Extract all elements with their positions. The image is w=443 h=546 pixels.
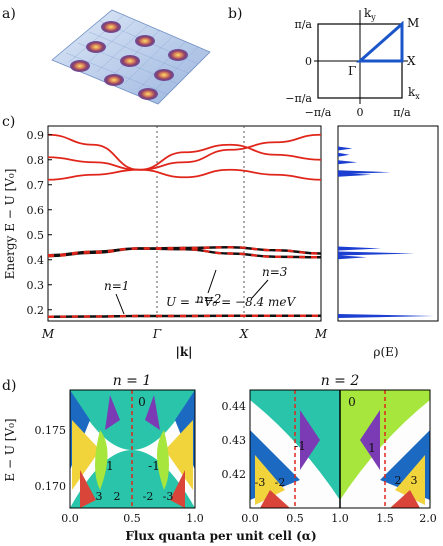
band-line-6-dash	[48, 314, 321, 318]
dos-xlabel: ρ(E)	[373, 345, 398, 359]
band-xtick-label: M	[41, 327, 55, 341]
band-line-2	[48, 133, 321, 171]
butterfly-n1-gap-label-1: 1	[106, 459, 114, 473]
butterfly-n1-xtick-2: 1.0	[186, 512, 204, 525]
band-xtick-label: M	[314, 327, 328, 341]
butterfly-n2-ytick-2: 0.42	[222, 468, 247, 481]
annotation-n2: n=2	[196, 292, 221, 306]
butterfly-n2-xtick-3: 1.5	[376, 512, 394, 525]
band-axes	[47, 125, 322, 322]
butterfly-n2-gap-label-3: 3	[411, 474, 418, 487]
bz-ytick-top: π/a	[295, 18, 313, 31]
butterfly-n1-gap-label-m3: -3	[163, 490, 174, 503]
band-structure-panel: 0.9 0.8 0.7 0.6 0.5 0.4 0.3 0.2 M Γ X M Energy E −…	[3, 125, 328, 359]
flux-xlabel: Flux quanta per unit cell (α)	[125, 529, 316, 543]
butterfly-n2-gap-label-m1: -1	[294, 439, 306, 453]
butterfly-n1-gap-label-m1: -1	[148, 459, 160, 473]
band-ytick-label: 0.5	[27, 229, 45, 242]
butterfly-n2-gap-label-m2: -2	[275, 476, 286, 489]
band-ytick-label: 0.8	[27, 154, 45, 167]
band-ylabel: Energy E − U [V₀]	[3, 169, 17, 280]
butterfly-n1-ytick-0: 0.175	[35, 424, 67, 437]
bz-point-x: X	[407, 54, 416, 68]
dos-peak	[338, 172, 372, 177]
butterfly-n2-xtick-1: 0.5	[286, 512, 304, 525]
bz-xtick-right: π/a	[393, 106, 411, 119]
butterfly-n1-gap-label-m2: -2	[143, 490, 154, 503]
butterfly-n2-xtick-2: 1.0	[331, 512, 349, 525]
butterfly-n2-ytick-0: 0.44	[222, 400, 247, 413]
butterfly-n1-title: n = 1	[113, 373, 152, 389]
band-ytick-label: 0.3	[27, 279, 45, 292]
bz-ytick-bottom: −π/a	[285, 92, 312, 105]
butterfly-n2-title: n = 2	[321, 373, 360, 389]
panel-label-c: c)	[2, 114, 15, 130]
band-line-3	[48, 143, 321, 181]
panel-label-b: b)	[228, 6, 242, 22]
butterfly-n1-panel: n = 1 0 1 -1 3 2 -2 -3 E − U [V₀] 0.175 …	[3, 373, 204, 525]
annotation-u: U = −V₀ = −8.4 meV	[166, 295, 296, 309]
dos-peak	[338, 170, 391, 175]
butterfly-n2-gap-label-2: 2	[395, 474, 402, 487]
butterfly-n1-xtick-0: 0.0	[61, 512, 79, 525]
dos-peak	[338, 152, 350, 157]
dos-peak	[338, 251, 415, 256]
band-line-1	[48, 133, 321, 181]
annotation-n3-arrow	[251, 279, 269, 299]
kx-label: kx	[408, 85, 420, 101]
butterfly-n1-gap-label-0: 0	[138, 395, 146, 409]
annotation-n1-arrow	[115, 293, 125, 315]
brillouin-zone: ky kx π/a 0 −π/a −π/a 0 π/a Γ X M	[285, 6, 420, 119]
butterfly-n2-xtick-0: 0.0	[241, 512, 259, 525]
dos-peak	[338, 146, 353, 151]
annotation-n1: n=1	[104, 279, 129, 293]
butterfly-n2-panel: n = 2 0 -1 1 -3 -2 2 3 0.44 0.43 0.42 0.…	[222, 373, 437, 525]
butterfly-n2-gap-label-1: 1	[368, 441, 376, 455]
band-line-4-dash	[48, 247, 321, 259]
butterfly-n1-gap-bottom	[70, 450, 195, 508]
panel-label-d: d)	[2, 378, 16, 394]
ky-label: ky	[364, 6, 376, 22]
butterfly-n2-gap-label-0: 0	[348, 395, 356, 409]
butterfly-n2-xtick-4: 2.0	[419, 512, 437, 525]
band-xlabel: |k|	[175, 345, 192, 359]
band-xtick-label: Γ	[152, 327, 162, 341]
butterfly-n1-ylabel: E − U [V₀]	[3, 418, 17, 481]
bz-xtick-left: −π/a	[305, 106, 332, 119]
bz-ytick-mid: 0	[305, 55, 312, 68]
band-line-5-dash	[48, 246, 321, 257]
bz-xtick-mid: 0	[357, 106, 364, 119]
dos-peak	[338, 314, 434, 318]
annotation-n3: n=3	[262, 265, 288, 279]
butterfly-n1-xtick-1: 0.5	[123, 512, 141, 525]
dos-axes	[337, 125, 439, 322]
band-ytick-label: 0.4	[27, 254, 45, 267]
bz-point-m: M	[407, 16, 419, 30]
dos-peak	[338, 255, 367, 260]
dos-peak	[338, 246, 382, 251]
band-ytick-label: 0.9	[27, 129, 45, 142]
bz-point-gamma: Γ	[348, 64, 356, 78]
band-xtick-label: X	[239, 327, 249, 341]
band-ytick-label: 0.7	[27, 179, 45, 192]
lattice-illustration	[51, 9, 211, 105]
dos-peak	[338, 160, 358, 165]
panel-label-a: a)	[2, 6, 16, 22]
butterfly-n2-gap-label-m3: -3	[255, 476, 266, 489]
butterfly-n1-gap-label-2: 2	[114, 490, 121, 503]
butterfly-n1-gap-label-3: 3	[96, 490, 103, 503]
dos-panel: ρ(E)	[337, 125, 439, 359]
butterfly-n2-ytick-1: 0.43	[222, 434, 247, 447]
butterfly-n1-ytick-1: 0.170	[35, 480, 67, 493]
band-ytick-label: 0.6	[27, 204, 45, 217]
annotation-n2-arrow	[207, 269, 217, 294]
band-ytick-label: 0.2	[27, 304, 45, 317]
